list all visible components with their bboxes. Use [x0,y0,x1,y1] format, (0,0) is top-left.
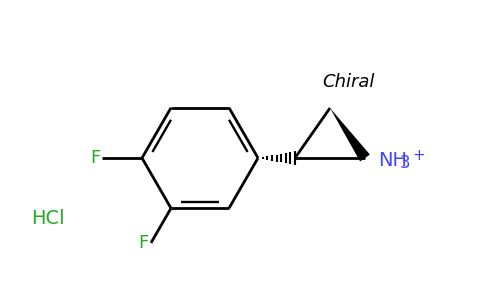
Text: Chiral: Chiral [322,73,374,91]
Text: +: + [412,148,425,163]
Text: 3: 3 [400,154,410,172]
Polygon shape [330,108,370,161]
Text: F: F [139,234,149,252]
Text: NH: NH [378,151,407,169]
Text: F: F [90,149,100,167]
Text: HCl: HCl [31,208,65,227]
